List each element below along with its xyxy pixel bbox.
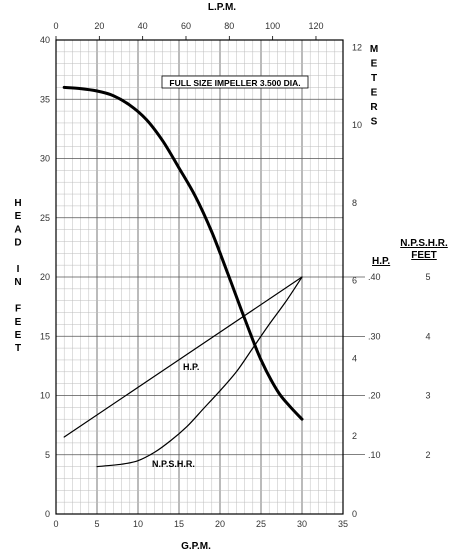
x-tick-label: 30 [297, 519, 307, 529]
title-letter: E [371, 59, 378, 70]
npshr-tick-label: 4 [425, 331, 430, 341]
title-letter: R [370, 102, 378, 113]
title-letter: D [14, 238, 21, 249]
npshr-axis-title: N.P.S.H.R. [400, 238, 448, 249]
top-tick-label: 60 [181, 21, 191, 31]
top-tick-label: 120 [308, 21, 323, 31]
hp-tick-label: .10 [368, 450, 381, 460]
y-tick-label: 20 [40, 272, 50, 282]
npshr-curve [96, 276, 303, 468]
hp-tick-label: .30 [368, 331, 381, 341]
title-letter: F [15, 304, 21, 315]
top-tick-label: 100 [265, 21, 280, 31]
meters-tick-label: 2 [352, 431, 357, 441]
top-tick-label: 40 [138, 21, 148, 31]
grid [55, 39, 365, 515]
x-tick-label: 0 [53, 519, 58, 529]
title-letter: A [14, 224, 21, 235]
head-curve [62, 85, 304, 421]
hp-curve [63, 276, 303, 438]
npshr-tick-label: 3 [425, 391, 430, 401]
meters-tick-label: 4 [352, 353, 357, 363]
x-tick-label: 15 [174, 519, 184, 529]
title-letter: S [371, 117, 378, 128]
title-letter: E [371, 88, 378, 99]
meters-tick-label: 0 [352, 509, 357, 519]
meters-tick-label: 6 [352, 276, 357, 286]
x-tick-label: 25 [256, 519, 266, 529]
hp-curve-label: H.P. [183, 362, 199, 372]
title-letter: N [14, 277, 21, 288]
top-tick-label: 20 [94, 21, 104, 31]
npshr-tick-label: 2 [425, 450, 430, 460]
title-letter: T [371, 73, 377, 84]
hp-tick-label: .20 [368, 391, 381, 401]
hp-tick-label: .40 [368, 272, 381, 282]
top-tick-label: 0 [53, 21, 58, 31]
x-axis-title: G.P.M. [181, 541, 211, 552]
y-tick-label: 10 [40, 391, 50, 401]
y-tick-label: 35 [40, 94, 50, 104]
x-tick-label: 5 [94, 519, 99, 529]
curves [62, 85, 304, 468]
y-tick-label: 5 [45, 450, 50, 460]
title-letter: I [17, 264, 20, 275]
x-tick-label: 10 [133, 519, 143, 529]
title-letter: E [15, 317, 22, 328]
y-tick-label: 15 [40, 331, 50, 341]
npshr-axis-units: FEET [411, 250, 437, 261]
title-letter: M [370, 44, 378, 55]
x-tick-label: 20 [215, 519, 225, 529]
meters-tick-label: 12 [352, 42, 362, 52]
title-letter: E [15, 211, 22, 222]
npshr-tick-label: 5 [425, 272, 430, 282]
top-axis-title: L.P.M. [208, 2, 236, 13]
y-tick-label: 25 [40, 213, 50, 223]
y-tick-label: 40 [40, 35, 50, 45]
meters-tick-label: 10 [352, 120, 362, 130]
y-tick-label: 30 [40, 154, 50, 164]
npshr-curve-label: N.P.S.H.R. [152, 459, 195, 469]
title-letter: T [15, 343, 21, 354]
y-tick-label: 0 [45, 509, 50, 519]
annotation-box [161, 75, 309, 89]
meters-tick-label: 8 [352, 198, 357, 208]
x-tick-label: 35 [338, 519, 348, 529]
annotation-text: FULL SIZE IMPELLER 3.500 DIA. [169, 78, 300, 88]
title-letter: E [15, 330, 22, 341]
title-letter: H [14, 198, 21, 209]
top-tick-label: 80 [224, 21, 234, 31]
hp-axis-title: H.P. [372, 256, 390, 267]
